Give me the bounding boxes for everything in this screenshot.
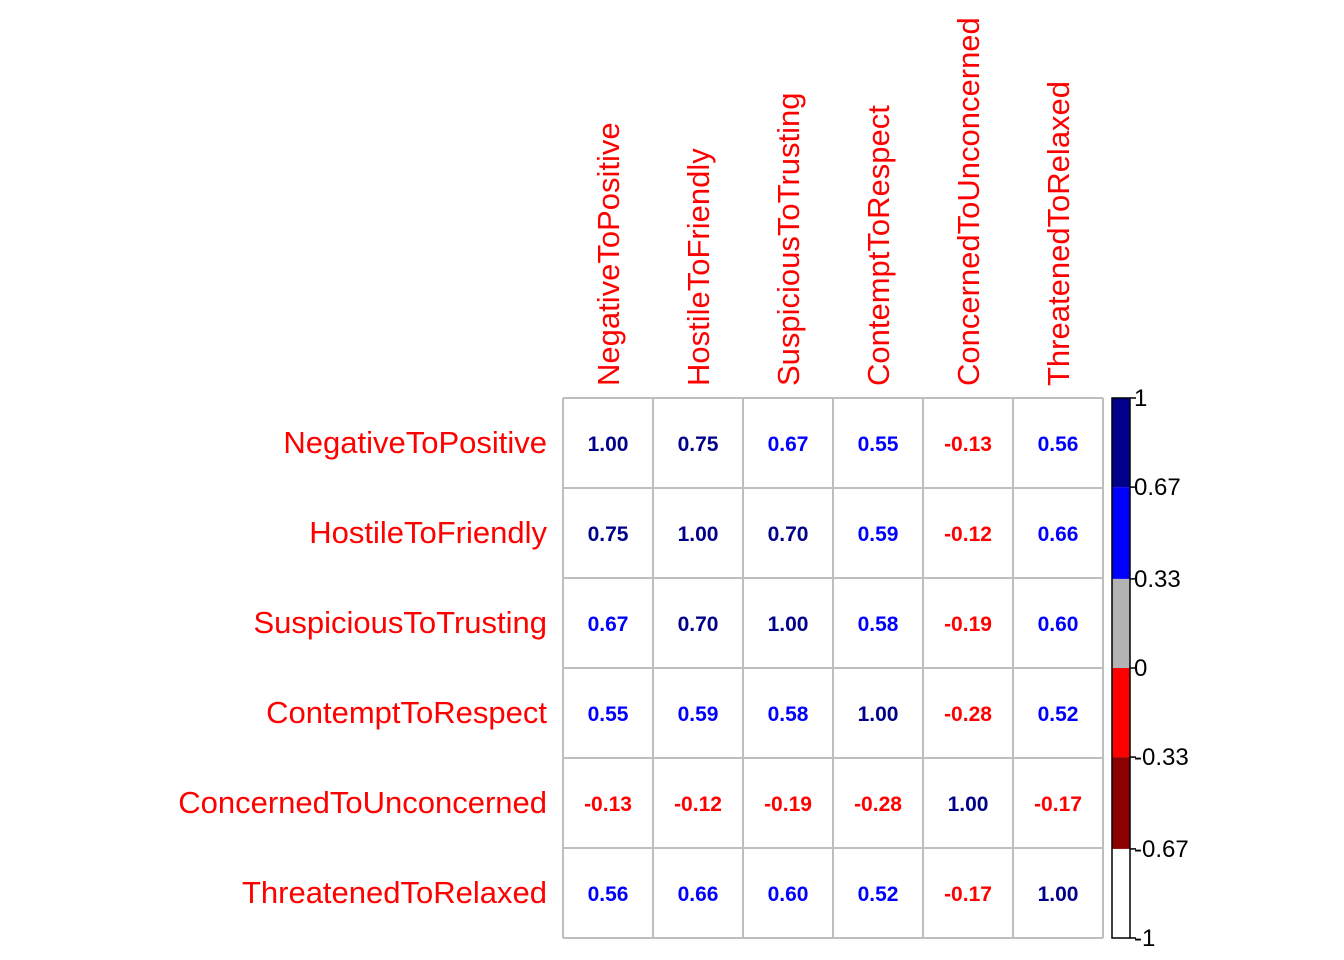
row-label: SuspiciousToTrusting [254, 605, 548, 640]
column-label: HostileToFriendly [681, 148, 716, 386]
cell-value: 0.66 [1038, 523, 1079, 546]
column-label: ConcernedToUnconcerned [951, 17, 986, 386]
cell-value: -0.12 [674, 793, 722, 816]
cell-value: 1.00 [948, 793, 989, 816]
column-label: NegativeToPositive [591, 122, 626, 386]
cell-value: 0.67 [768, 433, 809, 456]
cell-value: 0.59 [858, 523, 899, 546]
legend-tick-label: -1 [1134, 925, 1155, 952]
cell-value: 0.59 [678, 703, 719, 726]
cell-value: 0.52 [1038, 703, 1079, 726]
row-label: NegativeToPositive [283, 425, 547, 460]
cell-value: 0.58 [768, 703, 809, 726]
row-label: ConcernedToUnconcerned [178, 785, 547, 820]
legend-tick-label: 0.67 [1134, 474, 1181, 501]
cell-value: -0.28 [944, 703, 992, 726]
cell-value: -0.13 [584, 793, 632, 816]
cell-value: -0.17 [944, 883, 992, 906]
cell-value: 0.60 [1038, 613, 1079, 636]
legend-tick-label: 0 [1134, 655, 1147, 682]
cell-value: 0.70 [768, 523, 809, 546]
legend-color-bin [1112, 668, 1130, 758]
cell-value: -0.12 [944, 523, 992, 546]
legend-color-bin [1112, 848, 1130, 938]
legend-tick-label: 0.33 [1134, 566, 1181, 593]
matrix-cells: 1.00 0.75 0.67 0.55 -0.13 0.56 0.75 1.00 0.70 0.5… [584, 433, 1082, 906]
row-label: ContemptToRespect [266, 695, 547, 730]
cell-value: -0.19 [764, 793, 812, 816]
cell-value: 0.60 [768, 883, 809, 906]
column-label: ThreatenedToRelaxed [1041, 81, 1076, 386]
cell-value: 1.00 [858, 703, 899, 726]
cell-value: -0.17 [1034, 793, 1082, 816]
matrix-grid [562, 397, 1104, 939]
column-labels: NegativeToPositive HostileToFriendly Suspi… [591, 17, 1076, 386]
cell-value: 1.00 [588, 433, 629, 456]
row-label: ThreatenedToRelaxed [242, 875, 547, 910]
cell-value: 0.66 [678, 883, 719, 906]
cell-value: 1.00 [678, 523, 719, 546]
legend-tick-label: -0.33 [1134, 744, 1189, 771]
row-labels: NegativeToPositive HostileToFriendly Suspi… [178, 425, 547, 910]
legend-color-bin [1112, 487, 1130, 579]
cell-value: 0.56 [1038, 433, 1079, 456]
color-legend: 1 0.67 0.33 0 -0.33 -0.67 -1 [1111, 385, 1189, 952]
cell-value: 0.55 [588, 703, 629, 726]
legend-tick-label: 1 [1134, 385, 1147, 412]
cell-value: 0.75 [588, 523, 629, 546]
legend-color-bin [1112, 398, 1130, 488]
column-label: SuspiciousToTrusting [771, 93, 806, 387]
legend-color-bin [1112, 757, 1130, 849]
cell-value: 0.75 [678, 433, 719, 456]
cell-value: 0.52 [858, 883, 899, 906]
cell-value: 1.00 [1038, 883, 1079, 906]
cell-value: 0.56 [588, 883, 629, 906]
cell-value: 0.67 [588, 613, 629, 636]
column-label: ContemptToRespect [861, 105, 896, 386]
cell-value: -0.19 [944, 613, 992, 636]
cell-value: 1.00 [768, 613, 809, 636]
cell-value: 0.70 [678, 613, 719, 636]
cell-value: 0.58 [858, 613, 899, 636]
cell-value: -0.28 [854, 793, 902, 816]
legend-tick-label: -0.67 [1134, 836, 1189, 863]
cell-value: 0.55 [858, 433, 899, 456]
legend-color-bin [1112, 578, 1130, 668]
cell-value: -0.13 [944, 433, 992, 456]
row-label: HostileToFriendly [309, 515, 547, 550]
